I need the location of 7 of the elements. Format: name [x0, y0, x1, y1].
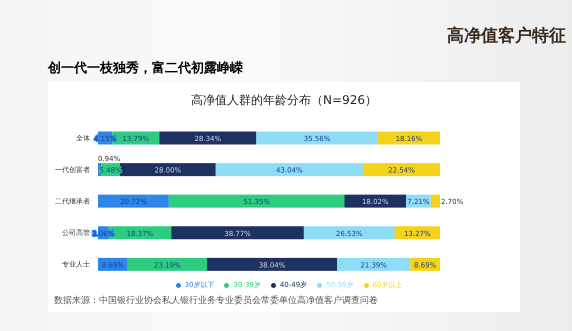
text: 高净值客户特征	[447, 25, 566, 47]
bar	[168, 194, 344, 208]
source-note: 数据来源：中国银行业协会私人银行业务专业委员会常委单位高净值客户调查问卷	[54, 294, 378, 307]
bar	[430, 194, 440, 208]
bar	[216, 163, 363, 176]
text: 创一代一枝独秀，富二代初露峥嵘	[48, 60, 243, 77]
chart-title: 高净值人群的年龄分布（N=926）	[190, 92, 378, 109]
